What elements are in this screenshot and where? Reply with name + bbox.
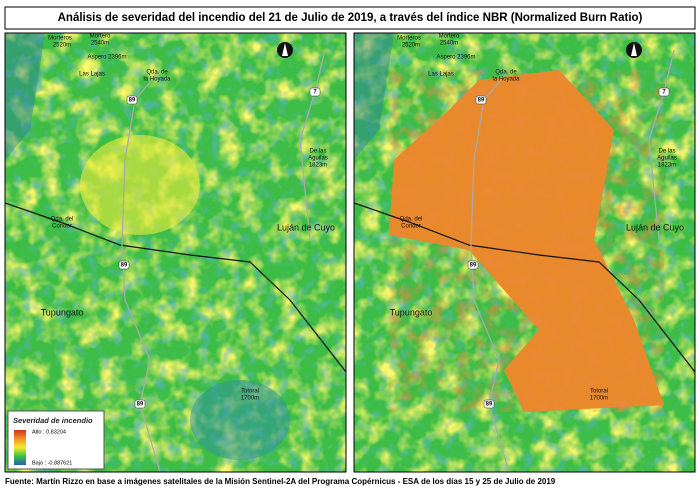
place-label: Totoral xyxy=(590,389,608,395)
place-label: Qda. del xyxy=(51,217,74,223)
title: Análisis de severidad del incendio del 2… xyxy=(58,12,643,24)
route-label: 89 xyxy=(470,263,477,269)
map-frame xyxy=(353,32,696,473)
route-label: 89 xyxy=(486,402,493,408)
place-label: Las Lajas xyxy=(79,72,105,78)
route-shield xyxy=(134,399,146,409)
place-label: Tupungato xyxy=(390,307,433,317)
route-label: 89 xyxy=(129,98,136,104)
place-label: Morteros xyxy=(397,36,421,42)
place-label: 1700m xyxy=(590,396,608,402)
place-label: Luján de Cuyo xyxy=(277,222,335,232)
place-label: la Hoyada xyxy=(143,77,171,83)
place-label: De las xyxy=(658,149,675,155)
place-label: Tupungato xyxy=(41,307,84,317)
yellow-area xyxy=(80,135,200,235)
highway xyxy=(354,202,695,373)
place-label: 2540m xyxy=(91,41,109,47)
route-shield xyxy=(658,87,670,97)
place-label: Totoral xyxy=(241,389,259,395)
legend-high: Alto : 0.83204 xyxy=(32,429,66,435)
place-label: Mortero xyxy=(439,34,460,40)
route-shield xyxy=(118,260,130,270)
route-shield xyxy=(483,399,495,409)
place-label: Aspero 2396m xyxy=(87,55,126,61)
highway xyxy=(5,202,346,373)
place-label: Qda. del xyxy=(400,217,423,223)
route-label: 7 xyxy=(662,90,666,96)
place-label: Aspero 2396m xyxy=(436,55,475,61)
route-7 xyxy=(299,49,326,241)
place-label: 1823m xyxy=(309,163,327,169)
route-label: 89 xyxy=(137,402,144,408)
route-shield xyxy=(475,95,487,105)
north-arrow-tip xyxy=(282,43,288,56)
route-label: 89 xyxy=(478,98,485,104)
legend: Severidad de incendio Alto : 0.83204 Baj… xyxy=(7,410,105,470)
legend-title: Severidad de incendio xyxy=(13,416,93,425)
north-arrow-tip xyxy=(631,43,637,56)
burned-texture xyxy=(389,70,664,412)
route-89 xyxy=(470,69,510,472)
place-label: Luján de Cuyo xyxy=(626,222,684,232)
place-label: Mortero xyxy=(90,34,111,40)
place-label: Aguilas xyxy=(308,156,328,162)
place-label: Condor xyxy=(401,224,421,230)
place-label: Condor xyxy=(52,224,72,230)
legend-low: Bajo : -0.887621 xyxy=(32,460,72,466)
place-label: 2540m xyxy=(440,41,458,47)
place-label: la Hoyada xyxy=(492,77,520,83)
blue-area xyxy=(190,380,290,460)
legend-ramp xyxy=(14,430,26,465)
place-label: 1823m xyxy=(658,163,676,169)
west-valleys xyxy=(5,33,45,160)
route-shield xyxy=(309,87,321,97)
place-label: 1700m xyxy=(241,396,259,402)
place-label: 2520m xyxy=(53,43,71,49)
route-89 xyxy=(121,69,161,472)
place-label: Aguilas xyxy=(657,156,677,162)
place-label: Qda. de xyxy=(146,70,168,76)
route-shield xyxy=(126,95,138,105)
place-label: Qda. de xyxy=(495,70,517,76)
place-label: De las xyxy=(309,149,326,155)
place-label: Morteros xyxy=(48,36,72,42)
west-valleys xyxy=(354,33,394,160)
route-shield xyxy=(467,260,479,270)
place-label: 2520m xyxy=(402,43,420,49)
route-label: 89 xyxy=(121,263,128,269)
route-label: 7 xyxy=(313,90,317,96)
title-box xyxy=(4,6,696,30)
source: Fuente: Martín Rizzo en base a imágenes … xyxy=(5,477,556,486)
place-label: Las Lajas xyxy=(428,72,454,78)
map-frame xyxy=(4,32,347,473)
route-7 xyxy=(648,49,675,241)
